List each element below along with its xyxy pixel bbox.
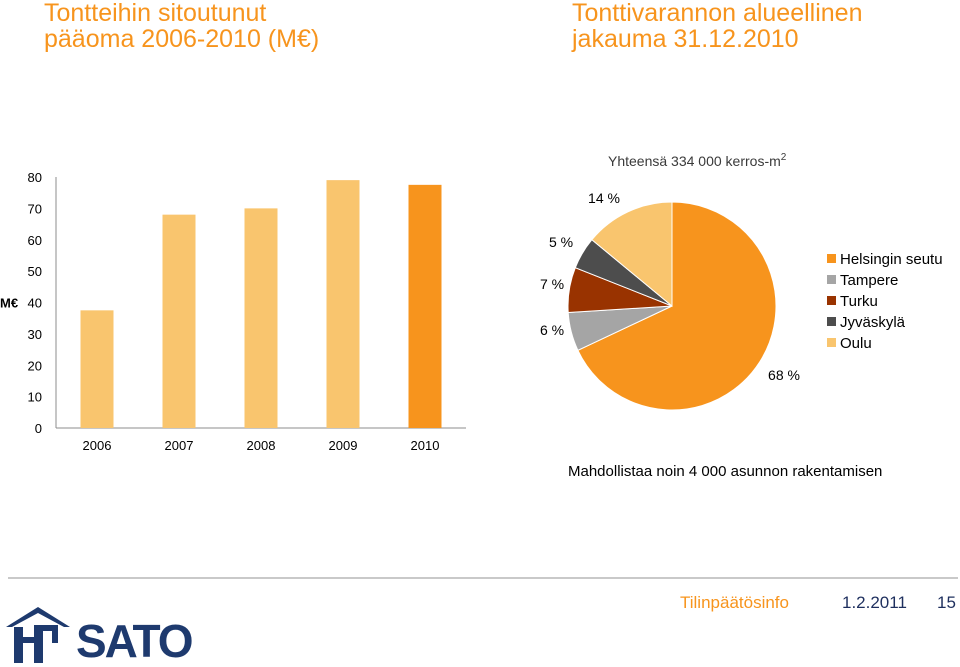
- legend-label-helsingin-seutu: Helsingin seutu: [840, 251, 943, 268]
- sato-logo: SATO: [4, 603, 194, 665]
- pie-slice-oulu: [591, 201, 673, 308]
- y-tick-label-60: 60: [28, 233, 42, 248]
- footer-divider: [8, 577, 958, 579]
- legend-label-oulu: Oulu: [840, 335, 872, 352]
- y-tick-label-50: 50: [28, 264, 42, 279]
- legend-swatch-helsingin-seutu: [827, 254, 836, 263]
- pie-title-line-1: Tonttivarannon alueellinen: [572, 0, 863, 27]
- y-tick-label-10: 10: [28, 390, 42, 405]
- pie-total-label: Yhteensä 334 000 kerros-m2: [608, 152, 787, 169]
- y-tick-label-70: 70: [28, 201, 42, 216]
- page-number: 15: [937, 593, 956, 612]
- footer-date: 1.2.2011: [842, 593, 907, 612]
- legend-label-tampere: Tampere: [840, 272, 898, 289]
- footer-title: Tilinpäätösinfo: [680, 593, 789, 612]
- pie-data-label-turku: 7 %: [540, 276, 564, 292]
- x-tick-label-2006: 2006: [83, 438, 112, 453]
- x-tick-label-2010: 2010: [411, 438, 440, 453]
- legend-label-jyväskylä: Jyväskylä: [840, 314, 906, 331]
- y-tick-label-20: 20: [28, 358, 42, 373]
- sato-logo-text: SATO: [76, 615, 194, 667]
- y-tick-label-30: 30: [28, 327, 42, 342]
- pie-slice-helsingin-seutu: [577, 201, 777, 411]
- bar-title-line-1: Tontteihin sitoutunut: [44, 0, 267, 27]
- pie-data-label-helsingin-seutu: 68 %: [768, 367, 800, 383]
- pie-data-label-jyväskylä: 5 %: [549, 234, 573, 250]
- legend-swatch-tampere: [827, 275, 836, 284]
- legend-swatch-jyväskylä: [827, 317, 836, 326]
- pie-title-line-2: jakauma 31.12.2010: [572, 25, 799, 53]
- y-axis-label: M€: [0, 296, 18, 311]
- pie-data-label-tampere: 6 %: [540, 322, 564, 338]
- pie-subtitle: Mahdollistaa noin 4 000 asunnon rakentam…: [568, 463, 882, 480]
- bar-2008: [244, 208, 278, 428]
- y-tick-label-0: 0: [35, 421, 42, 436]
- bar-title-line-2: pääoma 2006-2010 (M€): [44, 25, 320, 53]
- y-tick-label-40: 40: [28, 296, 42, 311]
- bar-2007: [162, 214, 196, 428]
- pie-chart-title: Tonttivarannon alueellinen jakauma 31.12…: [572, 0, 863, 52]
- legend-label-turku: Turku: [840, 293, 878, 310]
- legend-swatch-oulu: [827, 338, 836, 347]
- x-tick-label-2007: 2007: [165, 438, 194, 453]
- x-tick-label-2008: 2008: [247, 438, 276, 453]
- bar-2009: [326, 180, 360, 428]
- bar-chart-title: Tontteihin sitoutunut pääoma 2006-2010 (…: [44, 0, 319, 52]
- bar-2010: [408, 184, 442, 428]
- pie-data-label-oulu: 14 %: [588, 190, 620, 206]
- house-icon: [6, 607, 70, 663]
- x-tick-label-2009: 2009: [329, 438, 358, 453]
- y-tick-label-80: 80: [28, 170, 42, 185]
- legend-swatch-turku: [827, 296, 836, 305]
- bar-2006: [80, 310, 114, 428]
